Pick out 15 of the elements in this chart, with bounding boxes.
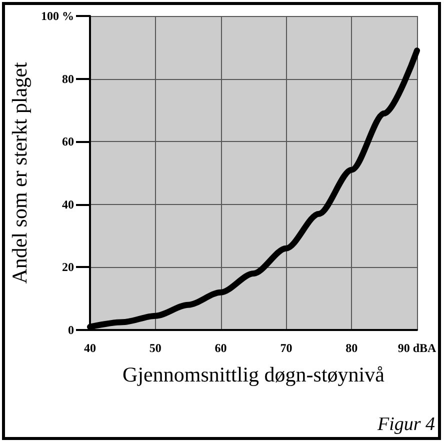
- y-tick-label: 80: [62, 72, 74, 86]
- x-tick-label: 40: [84, 341, 96, 355]
- x-axis-title: Gjennomsnittlig døgn-støynivå: [122, 362, 386, 386]
- y-axis-title: Andel som er sterkt plaget: [8, 62, 32, 284]
- x-tick-label: 70: [280, 341, 292, 355]
- text: Figur 4: [376, 414, 436, 435]
- y-tick-label: 40: [62, 197, 74, 212]
- x-tick-label: 90 dBA: [398, 341, 437, 355]
- x-tick-label: 60: [214, 341, 227, 355]
- x-tick-label: 80: [346, 341, 358, 355]
- x-tick-label: 50: [149, 341, 162, 355]
- y-tick-label: 100 %: [41, 9, 74, 23]
- y-tick-label: 60: [62, 134, 74, 149]
- y-tick-label: 20: [62, 260, 74, 274]
- y-tick-label: 0: [68, 323, 74, 337]
